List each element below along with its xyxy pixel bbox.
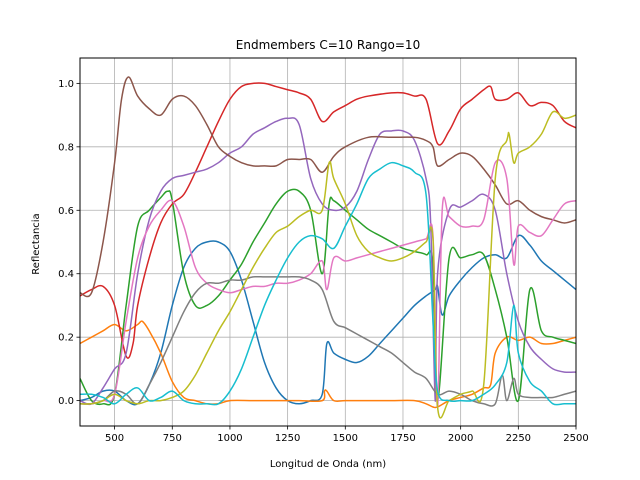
series-line-8 <box>80 275 576 407</box>
series-line-4 <box>80 82 576 359</box>
y-tick-label: 1.0 <box>58 79 74 90</box>
x-tick-label: 2500 <box>563 433 588 444</box>
x-tick-label: 1000 <box>217 433 242 444</box>
y-tick-label: 0.4 <box>58 269 74 280</box>
series-line-1 <box>80 234 576 406</box>
x-tick-label: 2000 <box>448 433 473 444</box>
chart-title: Endmembers C=10 Rango=10 <box>236 38 420 52</box>
series-line-7 <box>80 159 576 408</box>
y-tick-label: 0.2 <box>58 333 74 344</box>
series-line-9 <box>80 110 576 419</box>
y-tick-label: 0.6 <box>58 206 74 217</box>
series-line-2 <box>80 320 576 409</box>
y-axis-label: Reflectancia <box>31 213 42 274</box>
ticks: 500 750 1000 1250 1500 1750 2000 2250 2500 0.0 0.2… <box>58 79 589 444</box>
x-tick-label: 1250 <box>275 433 300 444</box>
series-line-10 <box>80 161 576 406</box>
x-tick-label: 1500 <box>333 433 358 444</box>
x-tick-label: 1750 <box>390 433 415 444</box>
series-group <box>80 76 576 419</box>
plot-area <box>80 76 576 419</box>
y-tick-label: 0.8 <box>58 142 74 153</box>
x-axis-label: Longitud de Onda (nm) <box>270 459 386 470</box>
x-tick-label: 2250 <box>506 433 531 444</box>
axes-frame <box>79 57 577 427</box>
x-tick-label: 750 <box>163 433 182 444</box>
x-tick-label: 500 <box>105 433 124 444</box>
y-tick-label: 0.0 <box>58 396 74 407</box>
